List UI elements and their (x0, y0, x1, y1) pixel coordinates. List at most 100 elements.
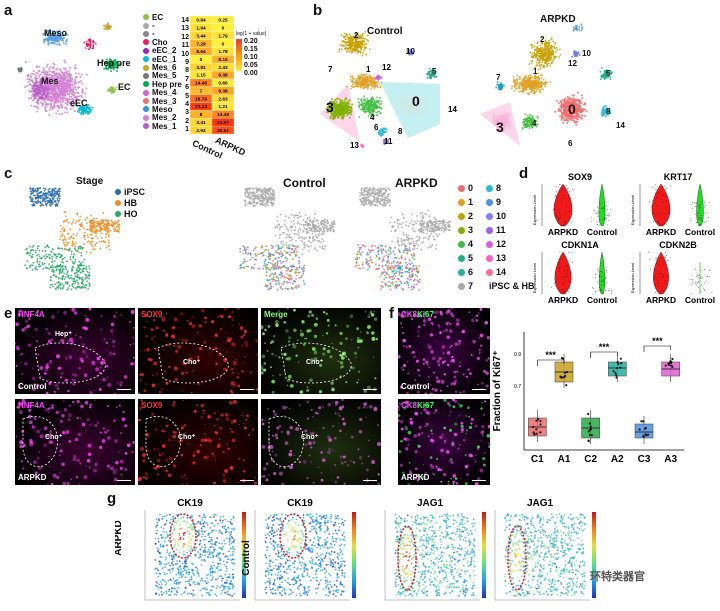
feature-point (539, 564, 542, 567)
feature-point (526, 551, 529, 554)
violin-point (555, 186, 557, 187)
cluster-4 (357, 95, 383, 119)
violin-point (704, 283, 705, 284)
feature-point (209, 574, 212, 577)
feature-point (436, 591, 439, 594)
feature-point (203, 558, 205, 561)
cluster-label-7: 7 (328, 65, 333, 74)
cluster-label-12: 12 (382, 63, 391, 72)
feature-point (161, 567, 164, 569)
feature-point (175, 594, 178, 596)
feature-point (461, 519, 464, 521)
feature-point (287, 565, 290, 568)
micrograph-texture (138, 399, 257, 485)
feature-point (186, 580, 189, 583)
feature-point (192, 528, 194, 531)
violin-point (665, 255, 667, 256)
violin-point (559, 268, 561, 269)
feature-point (521, 537, 524, 540)
feature-point (446, 580, 449, 583)
feature-point (412, 556, 415, 559)
feature-point (227, 575, 230, 578)
feature-point (229, 535, 231, 537)
feature-point (338, 522, 340, 525)
feature-point (208, 553, 211, 556)
feature-point (265, 519, 267, 521)
feature-point (183, 542, 186, 545)
feature-point (172, 564, 174, 566)
violin-point (601, 276, 602, 277)
feature-point (570, 534, 573, 537)
feature-point (318, 562, 321, 565)
feature-point (556, 546, 559, 548)
feature-point (311, 550, 314, 553)
violin-point (658, 264, 660, 266)
violin-point (610, 208, 611, 210)
cluster-7 (495, 81, 505, 91)
feature-point (313, 544, 316, 547)
feature-point (567, 527, 570, 529)
feature-point (436, 548, 439, 551)
feature-point (464, 547, 467, 550)
feature-point (463, 554, 466, 557)
violin-point (603, 208, 604, 209)
feature-point (541, 574, 544, 577)
micrograph-texture (398, 399, 490, 485)
feature-point (461, 523, 464, 526)
feature-point (272, 583, 275, 586)
feature-point (160, 586, 163, 589)
feature-point (219, 519, 222, 522)
region-label: Hep⁺ (55, 331, 72, 338)
trajectory-stage (24, 187, 121, 291)
feature-point (303, 566, 306, 569)
feature-point (522, 542, 525, 544)
box-point (565, 370, 569, 374)
feature-point (288, 551, 291, 554)
box-point (667, 362, 670, 366)
legend-item: Hep pre (143, 80, 182, 89)
feature-point (308, 589, 311, 592)
feature-point (194, 554, 197, 557)
feature-point (231, 553, 234, 556)
feature-point (209, 572, 212, 575)
violin-point (596, 212, 598, 214)
micrograph-texture (138, 308, 258, 394)
feature-point (159, 545, 162, 548)
feature-point (228, 573, 231, 576)
violin-point (567, 265, 568, 267)
feature-point (396, 530, 399, 533)
feature-point (225, 537, 228, 540)
feature-point (277, 566, 280, 569)
feature-point (524, 578, 526, 581)
feature-point (224, 528, 227, 531)
feature-point (316, 520, 319, 523)
feature-point (514, 514, 517, 516)
feature-point (329, 517, 332, 520)
feature-point (440, 543, 443, 546)
feature-point (526, 570, 529, 573)
feature-point (198, 533, 201, 536)
violin-point (605, 219, 606, 220)
cluster-8 (600, 105, 612, 118)
feature-point (508, 553, 511, 556)
feature-point (276, 576, 279, 579)
violin-point (608, 220, 610, 221)
feature-point (340, 560, 342, 563)
feature-point (203, 521, 206, 523)
violin-point (554, 282, 555, 284)
violin-point (567, 252, 569, 254)
feature-point (441, 555, 444, 558)
feature-point (324, 522, 326, 524)
legend-dot (143, 47, 149, 54)
feature-point (559, 575, 562, 578)
box-point (617, 362, 620, 366)
feature-point (230, 582, 232, 585)
feature-point (157, 540, 160, 543)
feature-point (395, 578, 398, 581)
feature-point (335, 532, 338, 535)
feature-point (342, 560, 345, 563)
violin-ylabel: Expression Level (630, 195, 635, 226)
feature-point (161, 578, 164, 581)
violin-point (709, 276, 711, 277)
feature-point (426, 590, 428, 593)
